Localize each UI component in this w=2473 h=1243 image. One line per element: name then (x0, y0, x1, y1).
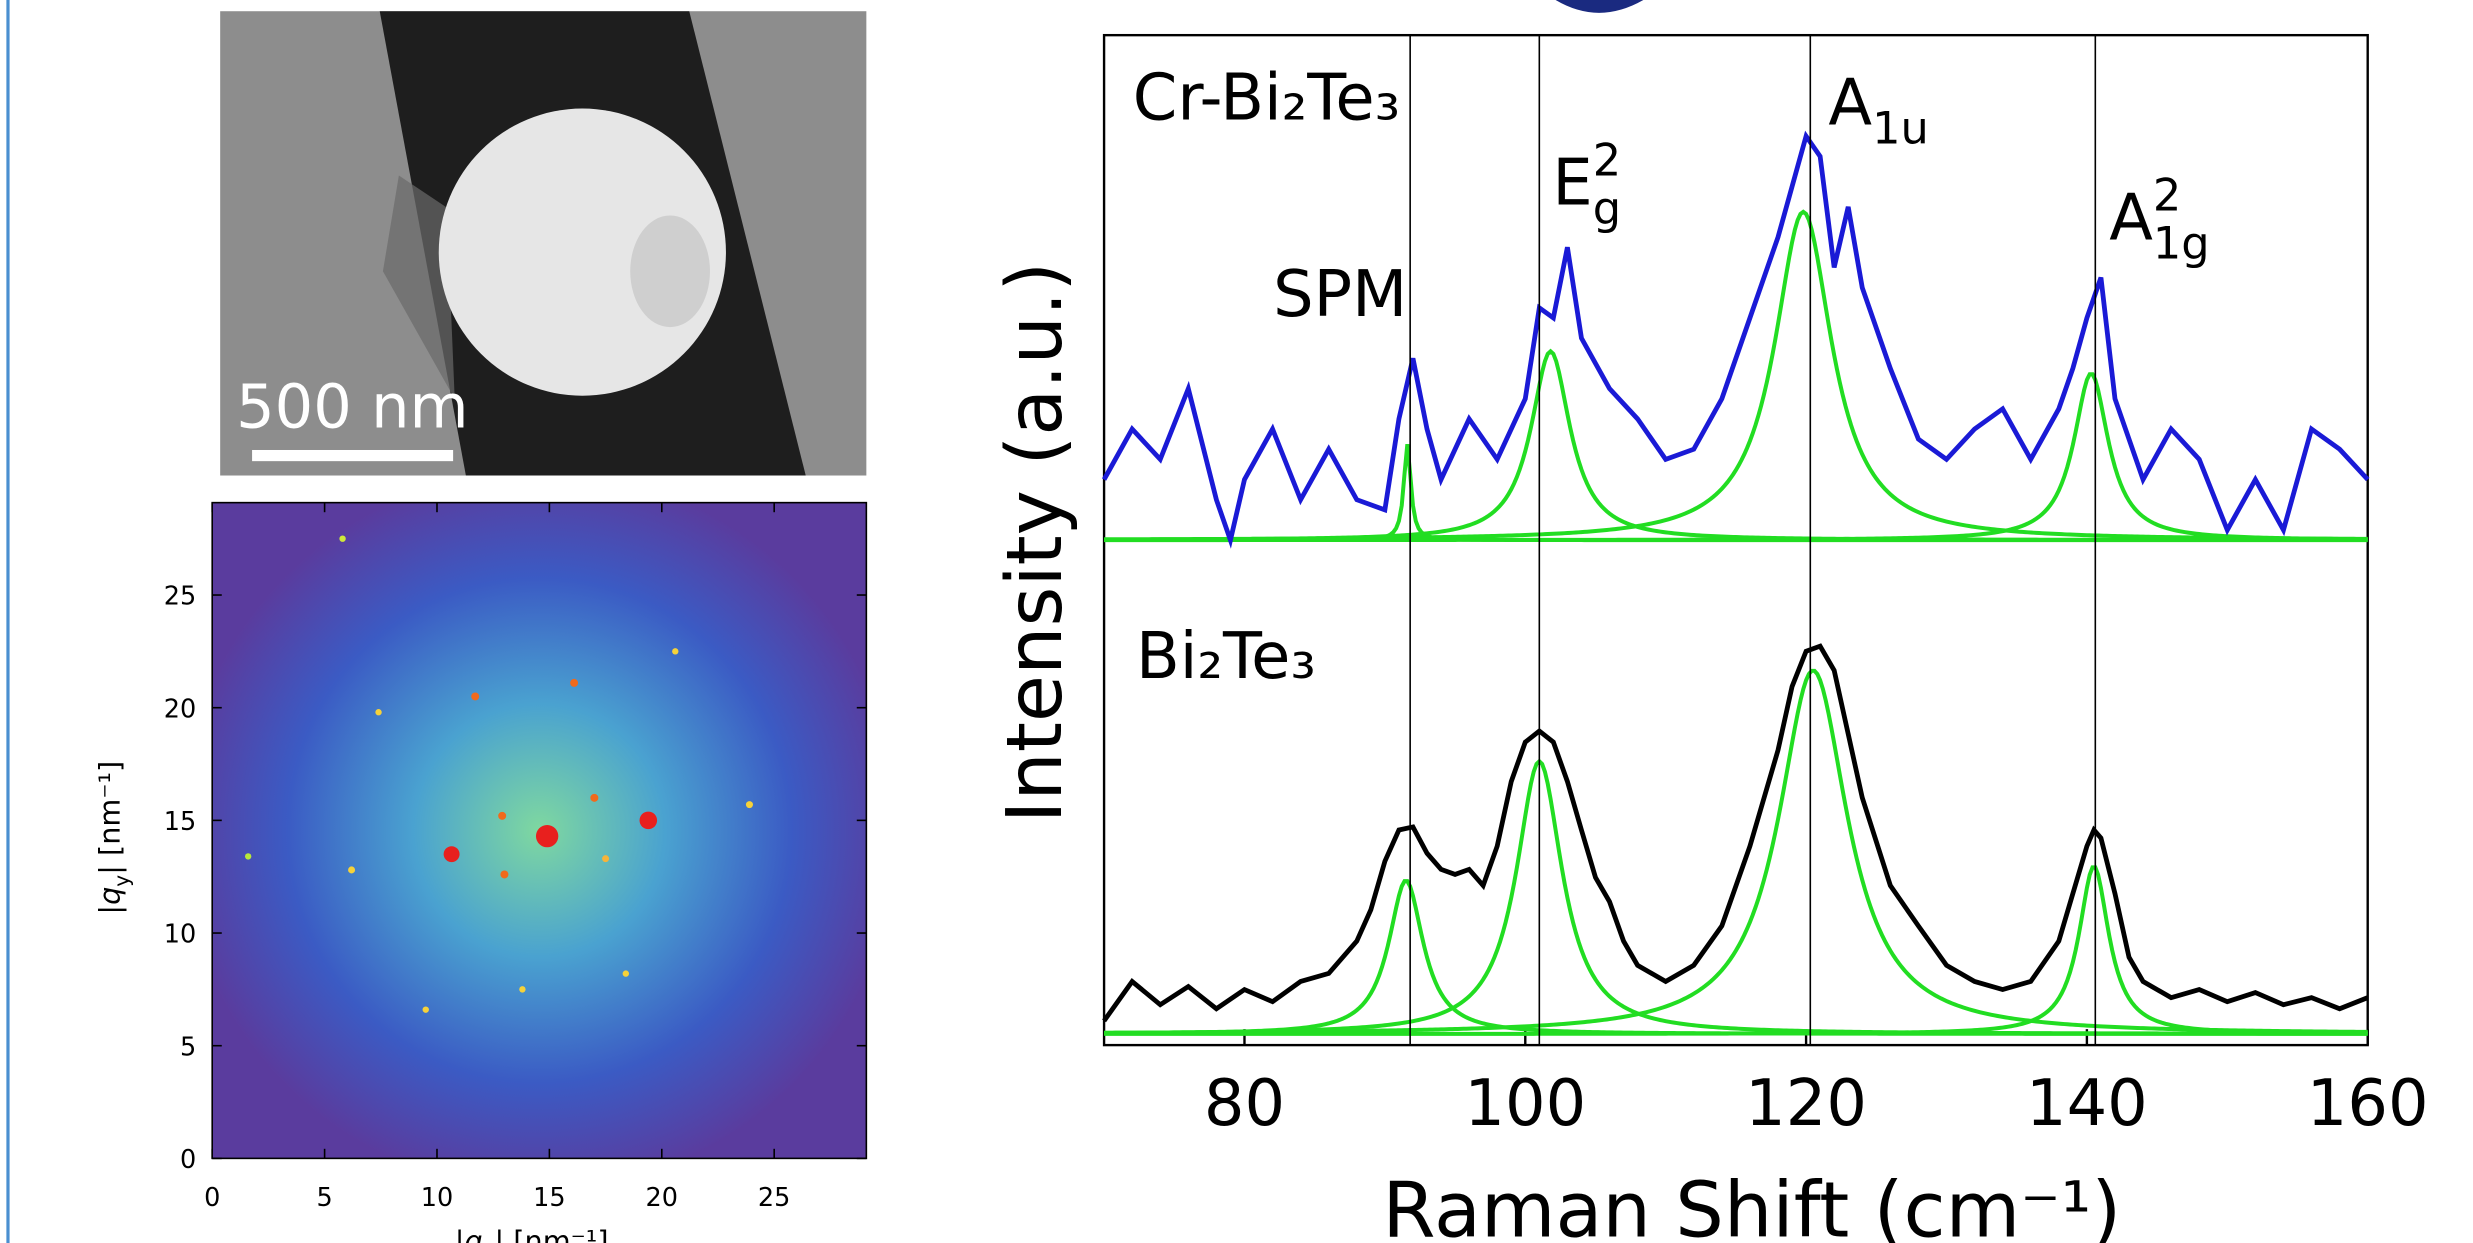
y-tick-label: 25 (164, 582, 196, 612)
peak-label-text: A (2109, 181, 2153, 255)
fit-curve (1104, 374, 2368, 540)
fit-curve (1104, 761, 2368, 1033)
y-axis-label-var: q (93, 887, 127, 905)
scale-bar-label: 500 nm (236, 373, 468, 443)
fit-curve (1104, 671, 2368, 1033)
y-tick-label: 20 (164, 694, 196, 724)
x-tick-label: 120 (1745, 1067, 1867, 1141)
figure: 500 nm 80100120140160Raman Shift (cm⁻¹)I… (0, 0, 2473, 1243)
diffraction-spot (746, 801, 753, 808)
diffraction-spot (500, 870, 508, 878)
x-axis-label-var: q (464, 1224, 482, 1243)
x-tick-label: 25 (758, 1183, 790, 1213)
diffraction-spot (672, 648, 678, 654)
peak-label-sup: 2 (1593, 135, 1621, 187)
y-tick-label: 15 (164, 807, 196, 837)
y-tick-label: 0 (180, 1145, 196, 1175)
fit-curve (1104, 444, 2368, 540)
peak-label-sup: 2 (2153, 170, 2181, 222)
diffraction-spot (623, 970, 629, 976)
peak-label: A1u (1828, 67, 1928, 155)
x-tick-label: 0 (204, 1183, 220, 1213)
x-tick-label: 80 (1204, 1067, 1285, 1141)
peak-label-sub: 1u (1872, 103, 1929, 155)
diffraction-spot (471, 692, 479, 700)
diffraction-spot (498, 812, 506, 820)
diffraction-spot (519, 986, 525, 992)
peak-label-text: SPM (1273, 258, 1407, 332)
x-tick-label: 160 (2307, 1067, 2429, 1141)
diffraction-spot (339, 536, 345, 542)
x-axis-label-post: | [nm⁻¹] (495, 1224, 609, 1243)
x-tick-label: 140 (2026, 1067, 2148, 1141)
peak-label-sub: 1g (2153, 218, 2210, 270)
y-axis-label: |qy| [nm⁻¹] (93, 761, 134, 915)
fit-curve (1104, 881, 2368, 1034)
x-axis-label: Raman Shift (cm⁻¹) (1382, 1167, 2121, 1243)
diffraction-spot (423, 1006, 429, 1012)
tem-image: 500 nm (220, 11, 866, 475)
peak-label-sub: g (1593, 182, 1621, 234)
diffraction-spot (375, 709, 381, 715)
diffraction-spot (640, 812, 658, 830)
x-tick-label: 20 (646, 1183, 678, 1213)
fit-curve (1104, 351, 2368, 540)
diffraction-spot (348, 866, 355, 873)
logo-fragment (1556, 0, 1644, 13)
peak-label-text: E (1552, 146, 1592, 220)
y-axis-label: Intensity (a.u.) (991, 262, 1080, 824)
x-tick-label: 15 (533, 1183, 565, 1213)
diffraction-spot (602, 855, 609, 862)
diffraction-spot (536, 825, 558, 847)
peak-label-text: A (1828, 67, 1872, 141)
y-axis-label-pre: | (93, 905, 127, 915)
series-label: Cr-Bi₂Te₃ (1133, 62, 1400, 136)
diffraction-spot (444, 846, 460, 862)
y-tick-label: 5 (180, 1032, 196, 1062)
page: {"tem_image": {"scale_bar": "500 nm"}, "… (0, 0, 2473, 1243)
y-axis-label-post: | [nm⁻¹] (93, 761, 127, 875)
peak-label: SPM (1273, 258, 1407, 332)
x-tick-label: 10 (421, 1183, 453, 1213)
x-axis-label: |qx| [nm⁻¹] (455, 1224, 609, 1243)
y-axis-label-sub: y (109, 875, 133, 887)
x-tick-label: 100 (1464, 1067, 1586, 1141)
series-label: Bi₂Te₃ (1136, 620, 1316, 694)
y-tick-label: 10 (164, 920, 196, 950)
spectrum (1104, 646, 2368, 1021)
x-axis-label-pre: | (455, 1224, 465, 1243)
diffraction-spot (245, 853, 251, 859)
x-tick-label: 5 (316, 1183, 332, 1213)
diffraction-spot (570, 679, 578, 687)
diffraction-spot (590, 794, 598, 802)
